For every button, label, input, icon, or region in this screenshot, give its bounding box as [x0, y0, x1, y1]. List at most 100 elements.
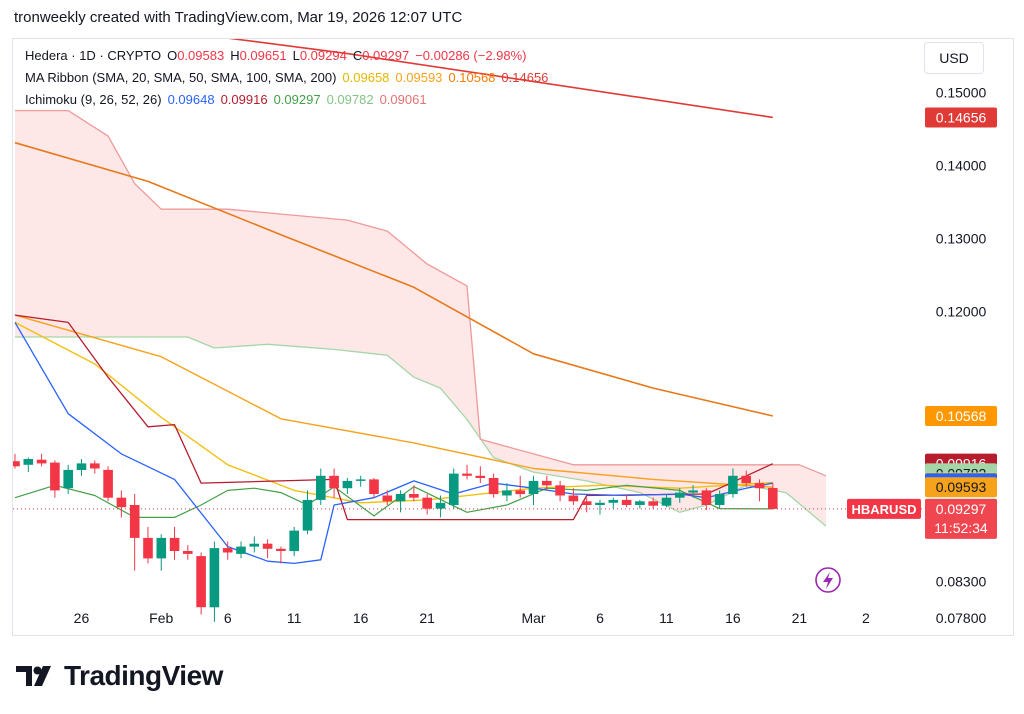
legend-ma-200: 0.14656 — [501, 70, 549, 85]
candle-body — [675, 492, 685, 498]
candle-body — [449, 473, 459, 505]
candle-body — [129, 505, 140, 538]
tradingview-logo-text: TradingView — [64, 660, 223, 691]
chart-header-text: tronweekly created with TradingView.com,… — [14, 9, 463, 26]
legend-ichimoku-label[interactable]: Ichimoku (9, 26, 52, 26) — [25, 92, 162, 107]
price-tag-label: 0.09593 — [936, 479, 987, 495]
y-axis-tick-label: 0.15000 — [936, 84, 987, 100]
y-axis-tick-label: 0.13000 — [936, 230, 987, 246]
legend-high: 0.09651 — [239, 48, 287, 63]
y-axis-tick-label: 0.12000 — [936, 303, 987, 319]
legend-ichimoku-3: 0.09297 — [273, 92, 321, 107]
candle-body — [302, 499, 313, 531]
ichimoku-span-b-line — [15, 109, 827, 477]
price-chart[interactable]: 26 Feb 6 11 16 21 Mar 6 11 16 21 2 0.07800 0.08300 0.… — [13, 39, 1013, 635]
sma-100-line — [14, 141, 773, 417]
price-tag — [925, 107, 997, 128]
legend-open-label: O — [167, 48, 178, 63]
x-axis-tick-label: 6 — [596, 610, 604, 626]
candle-body — [143, 537, 153, 559]
candle-body — [688, 490, 698, 493]
candle-body — [249, 543, 260, 547]
candle-body — [595, 502, 605, 505]
legend-close: 0.09297 — [362, 48, 410, 63]
y-axis-tick-label: 0.14000 — [936, 157, 987, 173]
candle-body — [222, 548, 233, 553]
symbol-tag — [847, 498, 921, 519]
candle-body — [329, 475, 339, 489]
candle-body — [13, 461, 20, 467]
candle-body — [183, 551, 193, 554]
candle-body — [462, 473, 472, 476]
x-axis: 26 Feb 6 11 16 21 Mar 6 11 16 21 2 — [74, 610, 870, 626]
legend-ichimoku-1: 0.09648 — [167, 92, 215, 107]
legend-ichimoku: Ichimoku (9, 26, 52, 26) 0.09648 0.09916 0.… — [25, 92, 433, 107]
legend-low-label: L — [292, 48, 300, 63]
candle-body — [701, 490, 712, 505]
legend-ma-20: 0.09658 — [342, 70, 390, 85]
candle-body — [63, 469, 73, 489]
candle-body — [768, 488, 778, 509]
candle-body — [608, 499, 619, 503]
sma-50-line — [14, 314, 773, 488]
legend-ma-100: 0.10568 — [448, 70, 496, 85]
candle-body — [116, 497, 127, 508]
candle-body — [648, 501, 658, 506]
legend-symbol[interactable]: Hedera · 1D · CRYPTO — [25, 48, 162, 63]
legend-change: −0.00286 (−2.98%) — [415, 48, 527, 63]
symbol-tag-label: HBARUSD — [852, 502, 917, 517]
tradingview-logo-icon — [16, 666, 51, 686]
tradingview-logo: TradingView — [14, 660, 223, 692]
candle-body — [502, 490, 512, 496]
candle-body — [488, 478, 499, 495]
candle-body — [515, 490, 525, 495]
legend-ma-ribbon: MA Ribbon (SMA, 20, SMA, 50, SMA, 100, S… — [25, 70, 554, 85]
candle-body — [475, 475, 486, 478]
legend-ma-label[interactable]: MA Ribbon (SMA, 20, SMA, 50, SMA, 100, S… — [25, 70, 337, 85]
x-axis-tick-label: Feb — [149, 610, 173, 626]
candle-body — [169, 537, 180, 551]
candle-body — [369, 479, 379, 494]
legend-ichimoku-4: 0.09782 — [326, 92, 374, 107]
candle-body — [395, 494, 406, 502]
legend-low: 0.09294 — [299, 48, 347, 63]
x-axis-tick-label: 2 — [862, 610, 870, 626]
legend-close-label: C — [352, 48, 363, 63]
y-axis-tick-label: 0.08300 — [936, 574, 987, 590]
legend-ma-50: 0.09593 — [395, 70, 443, 85]
candle-body — [542, 480, 552, 486]
candle-body — [754, 483, 765, 489]
sma-20-line — [14, 321, 773, 504]
candle-body — [209, 548, 220, 608]
candle-body — [236, 546, 246, 554]
legend-ichimoku-2: 0.09916 — [220, 92, 268, 107]
candle-body — [262, 543, 273, 549]
x-axis-tick-label: 16 — [353, 610, 369, 626]
candle-body — [382, 495, 393, 502]
ichimoku-cloud-fill — [15, 110, 826, 527]
candle-body — [528, 480, 539, 494]
x-axis-tick-label: 11 — [287, 610, 302, 626]
candle-body — [196, 556, 206, 608]
candle-body — [635, 501, 645, 505]
candle-body — [728, 475, 738, 495]
candle-body — [23, 459, 34, 465]
legend-ichimoku-5: 0.09061 — [379, 92, 427, 107]
chart-panel[interactable]: 26 Feb 6 11 16 21 Mar 6 11 16 21 2 0.07800 0.08300 0.… — [12, 38, 1014, 636]
price-tag — [925, 406, 997, 427]
candle-body — [409, 494, 419, 498]
currency-button[interactable]: USD — [924, 42, 984, 74]
candle-body — [316, 475, 326, 500]
sma-200-line — [228, 39, 773, 119]
lightning-bolt-icon — [823, 572, 833, 589]
candle-body — [36, 459, 47, 464]
x-axis-tick-label: 11 — [659, 610, 674, 626]
x-axis-tick-label: 21 — [419, 610, 435, 626]
legend-open: 0.09583 — [177, 48, 225, 63]
price-tag-label: 0.14656 — [936, 109, 987, 125]
price-tag — [925, 477, 997, 498]
chart-overlays — [815, 567, 841, 593]
candle-body — [342, 480, 353, 489]
candle-body — [621, 499, 632, 505]
x-axis-tick-label: 6 — [224, 610, 232, 626]
